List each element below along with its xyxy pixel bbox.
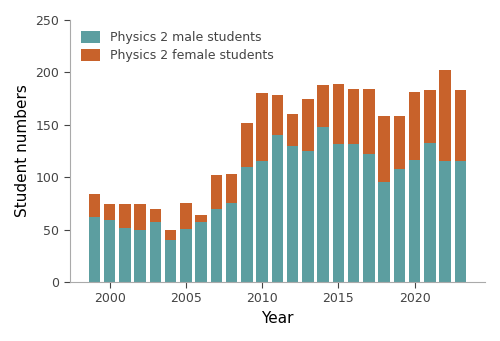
Bar	[394, 116, 405, 169]
Bar	[119, 205, 130, 227]
Bar	[210, 209, 222, 282]
Bar	[318, 127, 329, 282]
Bar	[165, 240, 176, 282]
Bar	[180, 228, 192, 282]
Bar	[332, 84, 344, 144]
Bar	[378, 182, 390, 282]
Bar	[256, 93, 268, 162]
Bar	[104, 205, 116, 220]
Bar	[440, 162, 451, 282]
Bar	[134, 205, 146, 229]
Y-axis label: Student numbers: Student numbers	[15, 85, 30, 218]
Bar	[287, 146, 298, 282]
Bar	[196, 215, 207, 222]
Bar	[256, 162, 268, 282]
Bar	[150, 209, 161, 222]
Bar	[454, 90, 466, 162]
Bar	[196, 222, 207, 282]
Bar	[272, 135, 283, 282]
Bar	[165, 229, 176, 240]
Bar	[318, 85, 329, 127]
Bar	[409, 92, 420, 161]
Bar	[363, 154, 374, 282]
Bar	[440, 70, 451, 162]
Bar	[150, 222, 161, 282]
Bar	[424, 143, 436, 282]
Bar	[394, 169, 405, 282]
Bar	[241, 167, 252, 282]
Bar	[241, 123, 252, 167]
Bar	[409, 161, 420, 282]
Bar	[226, 174, 237, 204]
Bar	[363, 89, 374, 154]
Bar	[302, 99, 314, 151]
Bar	[302, 151, 314, 282]
Legend: Physics 2 male students, Physics 2 female students: Physics 2 male students, Physics 2 femal…	[76, 26, 278, 67]
Bar	[226, 204, 237, 282]
Bar	[348, 89, 360, 144]
Bar	[454, 162, 466, 282]
Bar	[210, 175, 222, 209]
Bar	[272, 95, 283, 135]
Bar	[104, 220, 116, 282]
Bar	[119, 227, 130, 282]
Bar	[287, 114, 298, 146]
Bar	[424, 90, 436, 143]
Bar	[180, 204, 192, 228]
Bar	[378, 116, 390, 182]
Bar	[88, 194, 100, 217]
Bar	[332, 144, 344, 282]
Bar	[348, 144, 360, 282]
Bar	[88, 217, 100, 282]
Bar	[134, 229, 146, 282]
X-axis label: Year: Year	[261, 311, 294, 326]
